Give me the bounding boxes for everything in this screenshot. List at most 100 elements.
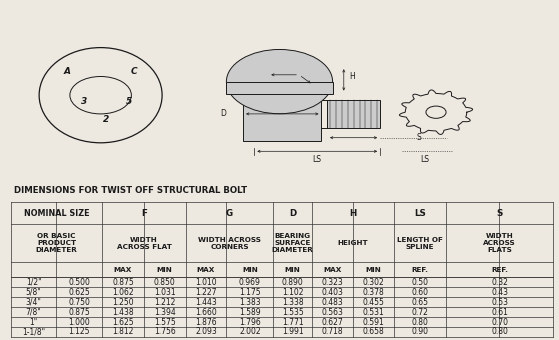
Text: 2.002: 2.002 [239,327,260,336]
Text: 1.338: 1.338 [282,298,304,307]
Text: H: H [349,209,357,218]
Text: 1.212: 1.212 [154,298,176,307]
Text: 1.438: 1.438 [112,308,134,317]
Text: 0.403: 0.403 [321,288,344,297]
Text: 1.756: 1.756 [154,327,176,336]
Bar [226,82,333,94]
Text: 1.010: 1.010 [195,278,217,287]
Text: 2: 2 [103,115,110,123]
Text: 0.500: 0.500 [68,278,90,287]
Text: 1.000: 1.000 [68,318,90,326]
Text: BEARING
SURFACE
DIAMETER: BEARING SURFACE DIAMETER [272,233,314,253]
Text: WIDTH
ACROSS
FLATS: WIDTH ACROSS FLATS [484,233,516,253]
Text: 5: 5 [125,98,132,106]
Text: MAX: MAX [197,267,215,273]
Text: 1/2": 1/2" [26,278,41,287]
Text: A: A [64,67,70,76]
Text: LS: LS [414,209,426,218]
Text: WIDTH ACROSS
CORNERS: WIDTH ACROSS CORNERS [198,237,261,250]
Text: 0.53: 0.53 [491,298,508,307]
Text: 0.61: 0.61 [491,308,508,317]
Text: 0.875: 0.875 [68,308,90,317]
Text: 0.483: 0.483 [322,298,343,307]
Text: MIN: MIN [366,267,382,273]
Text: 0.563: 0.563 [321,308,344,317]
Text: 1.031: 1.031 [154,288,176,297]
Text: H: H [349,72,355,81]
Text: 0.60: 0.60 [411,288,429,297]
Text: 0.43: 0.43 [491,288,508,297]
Text: 0.850: 0.850 [154,278,176,287]
Text: 1.812: 1.812 [112,327,134,336]
Text: 0.455: 0.455 [363,298,385,307]
Text: 1.250: 1.250 [112,298,134,307]
Text: 0.50: 0.50 [411,278,429,287]
Ellipse shape [226,50,333,114]
Text: 0.80: 0.80 [491,327,508,336]
Bar [327,100,380,128]
Text: 1.102: 1.102 [282,288,304,297]
Text: OR BASIC
PRODUCT
DIAMETER: OR BASIC PRODUCT DIAMETER [36,233,78,253]
Text: 1.443: 1.443 [195,298,217,307]
Text: 1.589: 1.589 [239,308,260,317]
Text: 1.227: 1.227 [195,288,217,297]
Text: 1.771: 1.771 [282,318,304,326]
Text: 2.093: 2.093 [195,327,217,336]
Text: 0.750: 0.750 [68,298,90,307]
Text: HEIGHT: HEIGHT [338,240,368,246]
Text: 3: 3 [80,98,87,106]
Text: 0.32: 0.32 [491,278,508,287]
Text: REF.: REF. [411,267,429,273]
Text: 0.625: 0.625 [68,288,90,297]
Text: 0.80: 0.80 [411,318,429,326]
Text: S: S [496,209,503,218]
Text: 0.875: 0.875 [112,278,134,287]
Text: 1.062: 1.062 [112,288,134,297]
Text: MIN: MIN [285,267,301,273]
Text: REF.: REF. [491,267,508,273]
Text: 0.718: 0.718 [322,327,343,336]
Text: DIMENSIONS FOR TWIST OFF STRUCTURAL BOLT: DIMENSIONS FOR TWIST OFF STRUCTURAL BOLT [14,186,247,195]
Text: 1.991: 1.991 [282,327,304,336]
Text: 3/4": 3/4" [26,298,41,307]
Text: NOMINAL SIZE: NOMINAL SIZE [24,209,89,218]
Text: 1.394: 1.394 [154,308,176,317]
Text: 1": 1" [30,318,37,326]
Text: 1-1/8": 1-1/8" [22,327,45,336]
Text: 1.625: 1.625 [112,318,134,326]
Text: 0.627: 0.627 [322,318,343,326]
Text: 0.531: 0.531 [363,308,385,317]
Text: C: C [131,67,138,76]
Text: MIN: MIN [157,267,173,273]
Text: 0.890: 0.890 [282,278,304,287]
Text: 1.175: 1.175 [239,288,260,297]
Text: MAX: MAX [324,267,342,273]
Text: 0.969: 0.969 [239,278,261,287]
Text: 0.302: 0.302 [363,278,385,287]
Text: 7/8": 7/8" [26,308,41,317]
Text: 0.591: 0.591 [363,318,385,326]
Bar [243,94,321,141]
Text: 0.658: 0.658 [363,327,385,336]
Text: 0.323: 0.323 [322,278,343,287]
Text: LS: LS [420,155,429,164]
Text: 0.65: 0.65 [411,298,429,307]
Text: LENGTH OF
SPLINE: LENGTH OF SPLINE [397,237,443,250]
Text: 1.383: 1.383 [239,298,260,307]
Text: WIDTH
ACROSS FLAT: WIDTH ACROSS FLAT [116,237,172,250]
Text: 0.378: 0.378 [363,288,385,297]
Text: D: D [289,209,296,218]
Text: MIN: MIN [242,267,258,273]
Text: 0.70: 0.70 [491,318,508,326]
Text: 0.90: 0.90 [411,327,429,336]
Text: F: F [141,209,147,218]
Text: 1.125: 1.125 [68,327,90,336]
Text: 1.876: 1.876 [195,318,217,326]
Text: G: G [226,209,233,218]
Text: LS: LS [312,155,322,164]
Text: 1.575: 1.575 [154,318,176,326]
Text: 1.796: 1.796 [239,318,260,326]
Text: S: S [417,133,421,142]
Text: 1.660: 1.660 [195,308,217,317]
Text: 0.72: 0.72 [411,308,429,317]
